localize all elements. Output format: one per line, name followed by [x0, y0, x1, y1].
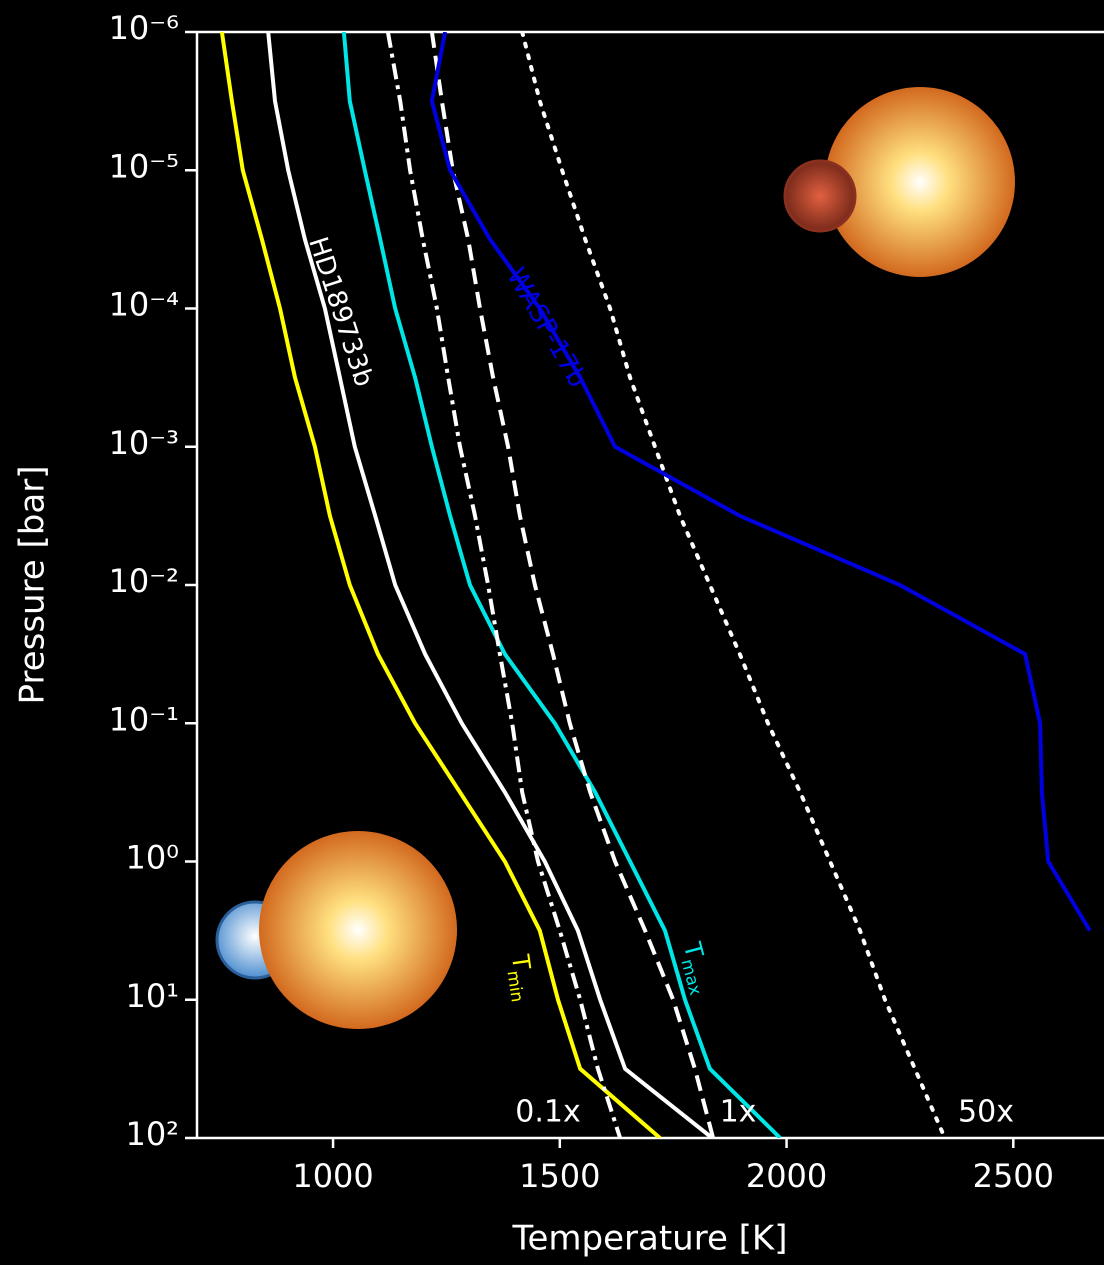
series-label: Tmin [501, 952, 540, 1003]
series-label: HD189733b [302, 233, 379, 390]
star-icon [259, 831, 457, 1029]
y-tick-label: 10¹ [125, 977, 179, 1015]
x-tick-label: 2500 [973, 1157, 1054, 1195]
x-tick-label: 1500 [519, 1157, 600, 1195]
y-tick-label: 10⁻⁴ [109, 286, 179, 324]
x-axis-label: Temperature [K] [511, 1219, 787, 1259]
series-label: 1x [720, 1095, 757, 1130]
y-axis-label: Pressure [bar] [13, 466, 53, 705]
y-tick-label: 10⁻¹ [109, 700, 179, 738]
page: Temperature [K] Pressure [bar] 1000 1500 2… [0, 0, 1104, 1265]
y-tick-label: 10⁻² [109, 562, 179, 600]
decoration [217, 87, 1015, 1029]
chart: Temperature [K] Pressure [bar] 1000 1500 2… [0, 0, 1104, 1265]
y-tick-label: 10⁰ [125, 839, 179, 877]
y-tick-label: 10⁻⁶ [109, 9, 179, 47]
series-label: 0.1x [515, 1095, 580, 1130]
series-label: WASP-17b [500, 263, 592, 393]
x-tick-label: 1000 [292, 1157, 373, 1195]
series-label: 50x [958, 1095, 1014, 1130]
y-tick-label: 10² [125, 1115, 179, 1153]
y-tick-label: 10⁻³ [109, 424, 179, 462]
planet-icon [785, 161, 855, 231]
y-tick-label: 10⁻⁵ [109, 147, 179, 185]
profile-line [432, 32, 713, 1138]
x-tick-label: 2000 [746, 1157, 827, 1195]
